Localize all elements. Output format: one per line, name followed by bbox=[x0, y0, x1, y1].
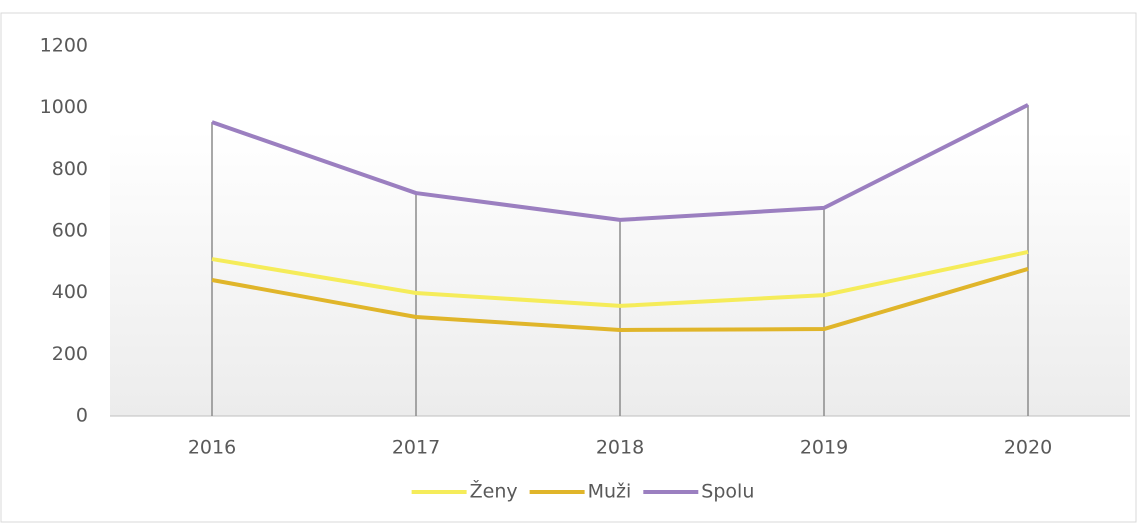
series-line bbox=[211, 103, 1029, 222]
y-tick-label: 1000 bbox=[40, 96, 88, 118]
y-tick-label: 600 bbox=[52, 220, 88, 242]
legend-label: Ženy bbox=[470, 480, 518, 503]
y-tick-label: 0 bbox=[76, 405, 88, 427]
x-tick-label: 2018 bbox=[596, 437, 644, 459]
series-line bbox=[211, 267, 1029, 332]
x-tick-label: 2020 bbox=[1004, 437, 1052, 459]
y-tick-label: 800 bbox=[52, 158, 88, 180]
series-line bbox=[211, 250, 1029, 308]
y-tick-label: 200 bbox=[52, 343, 88, 365]
x-tick-label: 2019 bbox=[800, 437, 848, 459]
x-tick-label: 2017 bbox=[392, 437, 440, 459]
x-tick-label: 2016 bbox=[188, 437, 236, 459]
y-tick-label: 1200 bbox=[40, 35, 88, 57]
legend-label: Spolu bbox=[701, 481, 754, 503]
legend-label: Muži bbox=[588, 481, 632, 503]
y-tick-label: 400 bbox=[52, 281, 88, 303]
